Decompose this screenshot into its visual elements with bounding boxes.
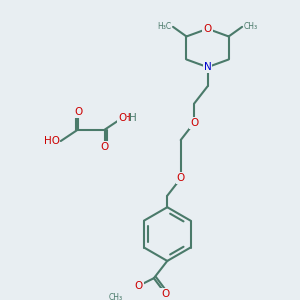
Text: O: O — [134, 281, 142, 291]
Text: H: H — [123, 113, 131, 123]
Text: HO: HO — [44, 136, 60, 146]
Text: O: O — [74, 107, 82, 117]
Text: H: H — [129, 113, 136, 123]
Text: O: O — [161, 289, 170, 298]
Text: CH₃: CH₃ — [244, 22, 258, 32]
Text: CH₃: CH₃ — [109, 293, 123, 300]
Text: O: O — [177, 173, 185, 183]
Text: O: O — [101, 142, 109, 152]
Text: O: O — [118, 113, 126, 123]
Text: O: O — [190, 118, 198, 128]
Text: N: N — [204, 62, 212, 72]
Text: H₃C: H₃C — [157, 22, 171, 32]
Text: O: O — [203, 24, 212, 34]
